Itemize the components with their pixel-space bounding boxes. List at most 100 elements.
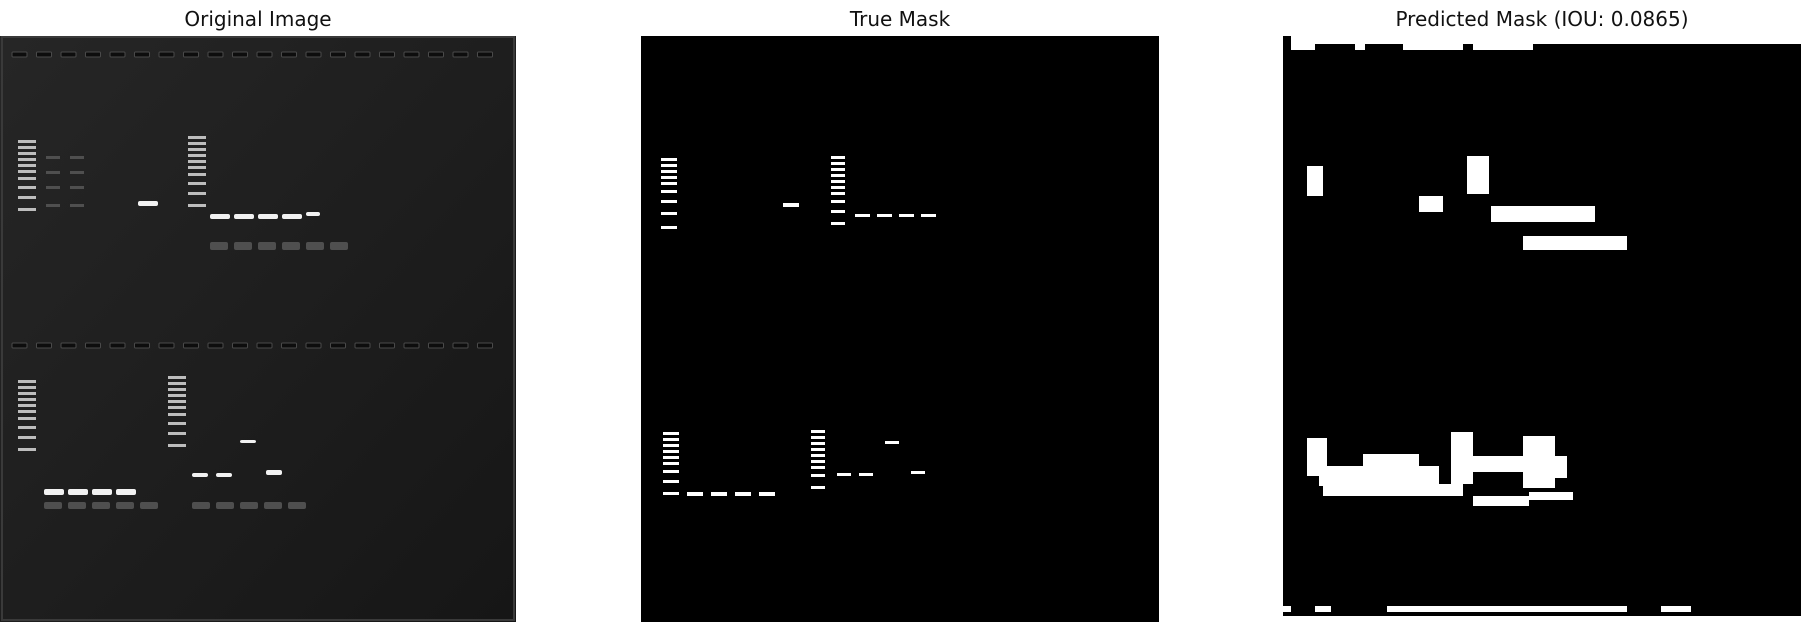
dna-band [216,473,232,477]
mask-blob [1323,484,1463,496]
faint-band [46,171,60,174]
faint-band [240,502,258,509]
mask-ladder-band [811,448,825,451]
gel-well [379,342,395,349]
mask-blob [1319,466,1439,486]
mask-blob [1315,606,1331,612]
mask-ladder-band [663,438,679,441]
mask-dna-band [855,214,870,217]
gel-well [354,51,371,58]
dna-band [282,214,302,219]
ladder-band [18,158,36,161]
mask-dna-band [911,471,925,474]
predicted-mask-title: Predicted Mask (IOU: 0.0865) [1395,7,1689,31]
mask-dna-band [711,492,727,496]
gel-well [379,51,395,58]
ladder-band [168,432,186,435]
gel-well [403,51,420,58]
gel-well [305,342,322,349]
faint-band [70,156,84,159]
ladder-band [18,404,36,407]
mask-blob [1283,606,1291,612]
gel-well [36,342,52,349]
mask-ladder-band [831,200,845,203]
ladder-band [188,192,206,195]
gel-well [207,342,224,349]
gel-well [158,51,175,58]
gel-well [109,342,126,349]
mask-blob [1529,492,1573,500]
mask-ladder-band [661,158,677,161]
mask-blob [1661,606,1691,612]
mask-dna-band [885,441,899,444]
ladder-band [18,196,36,199]
ladder-band [168,406,186,409]
mask-ladder-band [661,182,677,185]
dna-band [116,489,136,495]
true-mask-title: True Mask [849,7,951,31]
dna-band [234,214,254,219]
ladder-band [168,388,186,391]
faint-band [70,171,84,174]
ladder-band [18,410,36,413]
ladder-band [168,400,186,403]
ladder-band [18,186,36,189]
mask-blob [1491,206,1595,222]
gel-well [256,51,273,58]
mask-dna-band [687,492,703,496]
gel-well [85,342,101,349]
ladder-band [168,376,186,379]
ladder-band [18,146,36,149]
ladder-band [18,140,36,143]
gel-well [134,342,150,349]
faint-band [46,204,60,207]
gel-well [60,51,77,58]
dna-band [192,473,208,477]
faint-band [258,242,276,250]
faint-band [216,502,234,509]
faint-band [46,156,60,159]
gel-well [36,51,52,58]
ladder-band [18,392,36,395]
mask-blob [1387,606,1627,612]
mask-blob [1307,166,1323,196]
dna-band [306,212,320,216]
mask-ladder-band [663,432,679,435]
mask-dna-band [837,473,851,476]
ladder-band [168,382,186,385]
ladder-band [188,148,206,151]
ladder-band [18,380,36,383]
mask-ladder-band [831,210,845,213]
mask-ladder-band [661,164,677,167]
gel-well [330,51,346,58]
ladder-band [18,448,36,451]
ladder-band [18,398,36,401]
dna-band [92,489,112,495]
mask-ladder-band [831,192,845,195]
faint-band [70,204,84,207]
gel-well [403,342,420,349]
faint-band [210,242,228,250]
ladder-band [188,160,206,163]
mask-ladder-band [663,462,679,465]
gel-well [452,51,469,58]
gel-well [428,342,444,349]
faint-band [68,502,86,509]
ladder-band [188,204,206,207]
gel-well [281,342,297,349]
ladder-band [18,417,36,420]
ladder-band [18,177,36,180]
gel-well [477,342,493,349]
dna-band [138,201,158,206]
ladder-band [18,386,36,389]
gel-well [281,51,297,58]
ladder-band [168,422,186,425]
gel-well [232,342,248,349]
mask-dna-band [759,492,775,496]
ladder-band [188,136,206,139]
gel-well [305,51,322,58]
mask-ladder-band [811,430,825,433]
original-image-title: Original Image [184,7,332,31]
dna-band [258,214,278,219]
mask-blob [1523,236,1627,250]
